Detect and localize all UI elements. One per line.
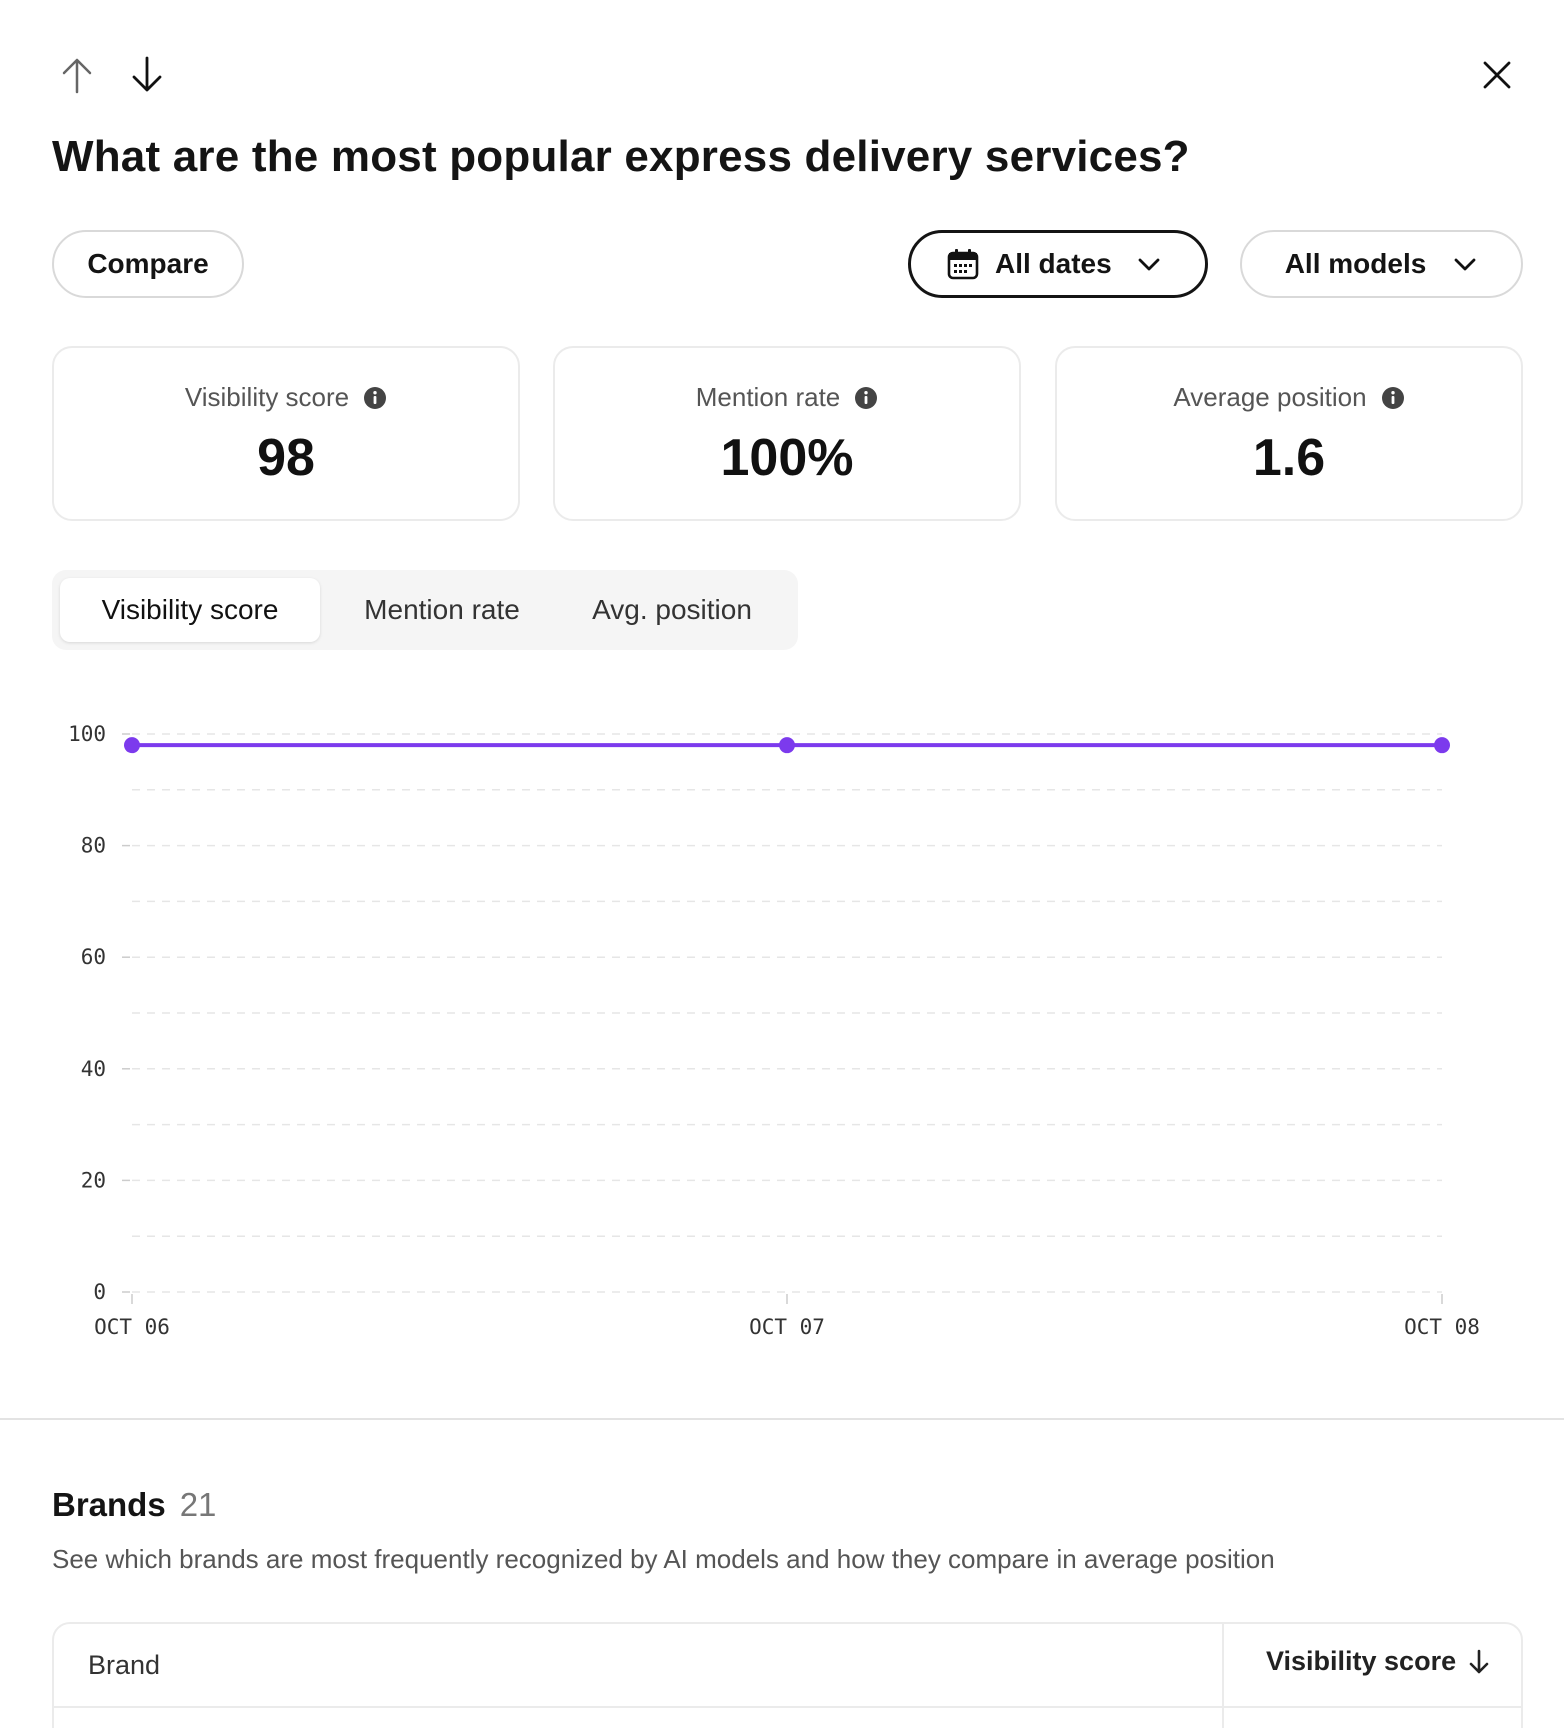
metric-value: 98 [257,429,315,487]
sort-descending-icon [1469,1649,1489,1673]
y-tick-label: 20 [81,1168,106,1192]
data-point [1434,737,1450,754]
brands-count: 21 [179,1486,217,1523]
calendar-icon [947,249,979,280]
close-button[interactable] [1472,50,1522,100]
visibility-line-chart: 0 20 40 60 80 100 OCT 06 OCT 07 OCT 08 [68,722,1480,1339]
column-header-brand[interactable]: Brand [88,1650,161,1680]
compare-label: Compare [87,248,209,279]
arrow-up-icon [62,58,92,94]
brands-title: Brands [52,1486,166,1523]
date-filter-dropdown[interactable]: All dates [908,230,1208,298]
brands-description: See which brands are most frequently rec… [52,1544,1275,1574]
column-separator [1222,1624,1224,1728]
chart-metric-tabs: Visibility score Mention rate Avg. posit… [52,570,798,650]
y-tick-label: 80 [81,834,106,858]
data-point [779,737,795,754]
metric-label: Average position [1173,382,1367,412]
info-icon[interactable] [854,386,878,410]
column-header-label: Visibility score [1266,1646,1457,1676]
y-tick-label: 60 [81,945,106,969]
header-row-divider [54,1706,1521,1708]
chevron-down-icon [1454,258,1476,271]
info-icon[interactable] [363,386,387,410]
visibility-score-card: Visibility score 98 [52,346,520,521]
column-header-visibility-score[interactable]: Visibility score [1266,1646,1490,1677]
date-filter-label: All dates [995,248,1112,279]
y-tick-label: 40 [81,1057,106,1081]
mention-rate-card: Mention rate 100% [553,346,1021,521]
tab-avg-position[interactable]: Avg. position [592,594,752,625]
close-icon [1483,61,1511,89]
x-tick-label: OCT 06 [94,1315,170,1339]
brands-heading: Brands 21 [52,1486,216,1524]
section-divider [0,1418,1564,1420]
tab-visibility-score[interactable]: Visibility score [60,578,320,642]
chevron-down-icon [1138,258,1160,271]
y-tick-label: 0 [93,1280,106,1304]
brands-table: Brand Visibility score [52,1622,1523,1728]
metric-value: 1.6 [1252,429,1326,487]
previous-button[interactable] [52,50,102,100]
y-tick-label: 100 [68,722,106,746]
x-tick-label: OCT 07 [749,1315,825,1339]
metric-label: Mention rate [695,382,841,412]
model-filter-label: All models [1284,248,1427,279]
metric-label: Visibility score [184,382,350,412]
average-position-card: Average position 1.6 [1055,346,1523,521]
page-title: What are the most popular express delive… [52,132,1190,181]
metric-value: 100% [720,429,854,487]
compare-button[interactable]: Compare [52,230,244,298]
data-point [124,737,140,754]
tab-mention-rate[interactable]: Mention rate [364,594,520,625]
next-button[interactable] [122,50,172,100]
x-tick-label: OCT 08 [1404,1315,1480,1339]
model-filter-dropdown[interactable]: All models [1240,230,1523,298]
arrow-down-icon [132,56,162,92]
info-icon[interactable] [1381,386,1405,410]
top-nav-bar [52,50,1522,100]
